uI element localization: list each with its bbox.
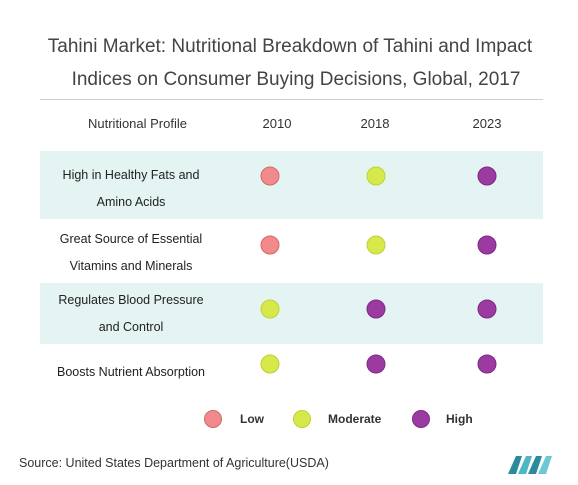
row-label-4: Boosts Nutrient Absorption: [40, 359, 222, 386]
row-label-3: Regulates Blood Pressure and Control: [40, 287, 222, 341]
header-col-2010: 2010: [262, 116, 292, 131]
title-line-1: Tahini Market: Nutritional Breakdown of …: [47, 36, 533, 57]
legend-label-moderate: Moderate: [328, 412, 382, 426]
level-dot-row2-2018-moderate: [366, 235, 386, 255]
header-nutritional-profile: Nutritional Profile: [88, 116, 187, 131]
level-dot-row2-2010-low: [260, 235, 280, 255]
level-dot-row3-2018-high: [366, 299, 386, 319]
level-dot-row1-2023-high: [477, 166, 497, 186]
row-label-1-line-2: Amino Acids: [96, 195, 166, 209]
row-stripe-1: [40, 151, 543, 219]
row-label-2-line-2: Vitamins and Minerals: [69, 259, 193, 273]
row-label-4-line-1: Boosts Nutrient Absorption: [57, 365, 205, 379]
mordor-logo-icon: [508, 456, 552, 474]
level-dot-row3-2023-high: [477, 299, 497, 319]
header-col-2023: 2023: [472, 116, 502, 131]
level-dot-row3-2010-moderate: [260, 299, 280, 319]
legend-dot-low: [204, 410, 222, 428]
title-line-2: Indices on Consumer Buying Decisions, Gl…: [71, 69, 521, 90]
header-col-2018: 2018: [360, 116, 390, 131]
level-dot-row2-2023-high: [477, 235, 497, 255]
row-label-1-line-1: High in Healthy Fats and: [62, 168, 200, 182]
row-label-3-line-1: Regulates Blood Pressure: [58, 293, 204, 307]
legend-label-low: Low: [240, 412, 264, 426]
legend-dot-moderate: [293, 410, 311, 428]
source-note: Source: United States Department of Agri…: [19, 456, 329, 470]
legend-dot-high: [412, 410, 430, 428]
level-dot-row4-2018-high: [366, 354, 386, 374]
row-stripe-3: [40, 283, 543, 344]
row-label-3-line-2: and Control: [98, 320, 164, 334]
level-dot-row1-2018-moderate: [366, 166, 386, 186]
chart-title: Tahini Market: Nutritional Breakdown of …: [20, 30, 560, 96]
row-label-2-line-1: Great Source of Essential: [59, 232, 203, 246]
row-label-1: High in Healthy Fats and Amino Acids: [40, 162, 222, 216]
level-dot-row4-2023-high: [477, 354, 497, 374]
level-dot-row1-2010-low: [260, 166, 280, 186]
header-divider: [40, 99, 543, 100]
level-dot-row4-2010-moderate: [260, 354, 280, 374]
row-label-2: Great Source of Essential Vitamins and M…: [40, 226, 222, 280]
legend-label-high: High: [446, 412, 473, 426]
